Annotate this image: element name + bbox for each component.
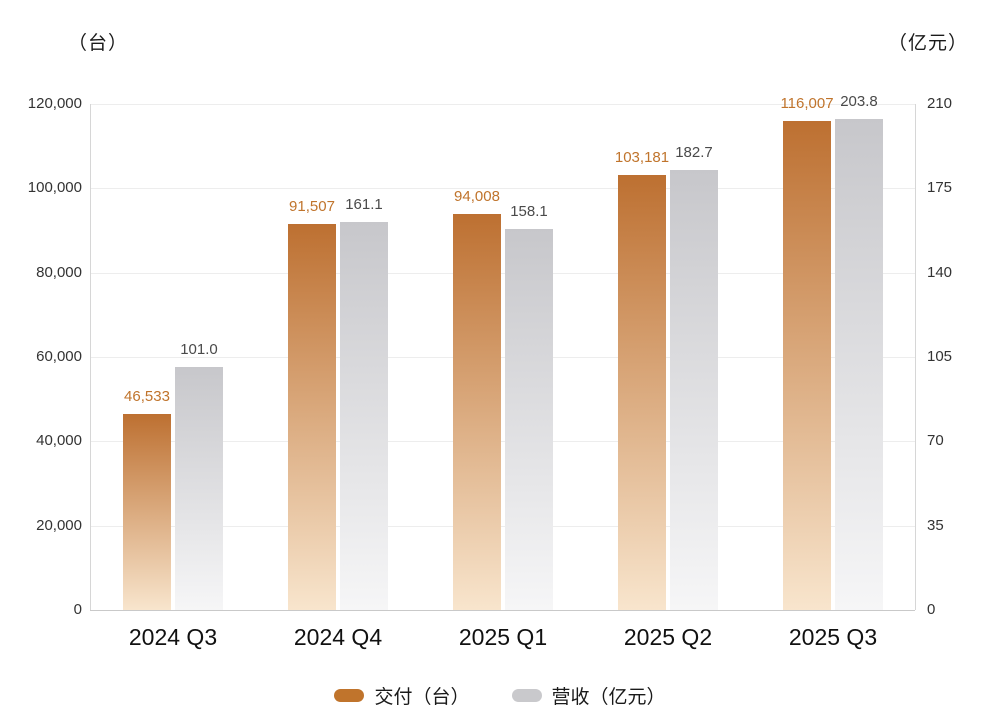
delivery-bar — [618, 175, 666, 610]
delivery-value-label: 46,533 — [124, 388, 170, 405]
gridline — [90, 441, 915, 442]
left-axis-tick-label: 80,000 — [36, 264, 82, 281]
legend-item-revenue[interactable]: 营收（亿元） — [511, 682, 666, 709]
right-axis-tick-label: 70 — [927, 432, 944, 449]
legend-item-delivery[interactable]: 交付（台） — [334, 682, 470, 709]
right-axis-tick-label: 175 — [927, 179, 953, 196]
right-axis-tick-label: 105 — [927, 348, 953, 365]
delivery-value-label: 91,507 — [289, 198, 335, 215]
left-axis-tick-label: 40,000 — [36, 432, 82, 449]
x-axis-category-label: 2024 Q3 — [128, 624, 218, 650]
left-axis-tick-label: 60,000 — [36, 348, 82, 365]
legend-item-label: 营收（亿元） — [551, 687, 666, 708]
revenue-value-label: 182.7 — [675, 144, 713, 161]
gridline — [90, 357, 915, 358]
x-axis-category-label: 2025 Q1 — [458, 624, 548, 650]
delivery-bar — [453, 214, 501, 610]
right-axis-tick-label: 140 — [927, 264, 953, 281]
revenue-value-label: 203.8 — [840, 93, 878, 110]
delivery-swatch-icon — [334, 689, 365, 702]
right-axis-unit-label: （亿元） — [887, 33, 968, 54]
delivery-bar — [783, 121, 831, 610]
delivery-bar — [288, 224, 336, 610]
revenue-bar — [505, 229, 553, 610]
right-axis-tick-label: 210 — [927, 95, 953, 112]
left-axis-tick-label: 120,000 — [27, 95, 82, 112]
right-axis-tick-label: 0 — [927, 601, 936, 618]
x-axis-category-label: 2025 Q2 — [623, 624, 713, 650]
legend-item-label: 交付（台） — [374, 687, 470, 708]
gridline — [90, 273, 915, 274]
left-axis-tick-label: 20,000 — [36, 517, 82, 534]
x-axis-line — [90, 610, 915, 611]
delivery-value-label: 94,008 — [454, 188, 500, 205]
revenue-value-label: 161.1 — [345, 196, 383, 213]
x-axis-category-label: 2024 Q4 — [293, 624, 383, 650]
gridline — [90, 104, 915, 105]
left-axis-tick-label: 0 — [73, 601, 82, 618]
revenue-bar — [175, 367, 223, 610]
chart-legend: 交付（台） 营收（亿元） — [0, 682, 1000, 709]
revenue-value-label: 158.1 — [510, 203, 548, 220]
x-axis-category-label: 2025 Q3 — [788, 624, 878, 650]
revenue-bar — [670, 170, 718, 610]
delivery-value-label: 116,007 — [780, 95, 834, 112]
right-axis-tick-label: 35 — [927, 517, 944, 534]
right-axis-line — [915, 104, 916, 610]
delivery-bar — [123, 414, 171, 610]
delivery-value-label: 103,181 — [614, 149, 670, 166]
left-axis-line — [90, 104, 91, 610]
revenue-swatch-icon — [511, 689, 542, 702]
gridline — [90, 188, 915, 189]
left-axis-tick-label: 100,000 — [27, 179, 82, 196]
revenue-bar — [835, 119, 883, 610]
revenue-bar — [340, 222, 388, 610]
gridline — [90, 526, 915, 527]
revenue-value-label: 101.0 — [180, 341, 218, 358]
left-axis-unit-label: （台） — [68, 33, 129, 54]
